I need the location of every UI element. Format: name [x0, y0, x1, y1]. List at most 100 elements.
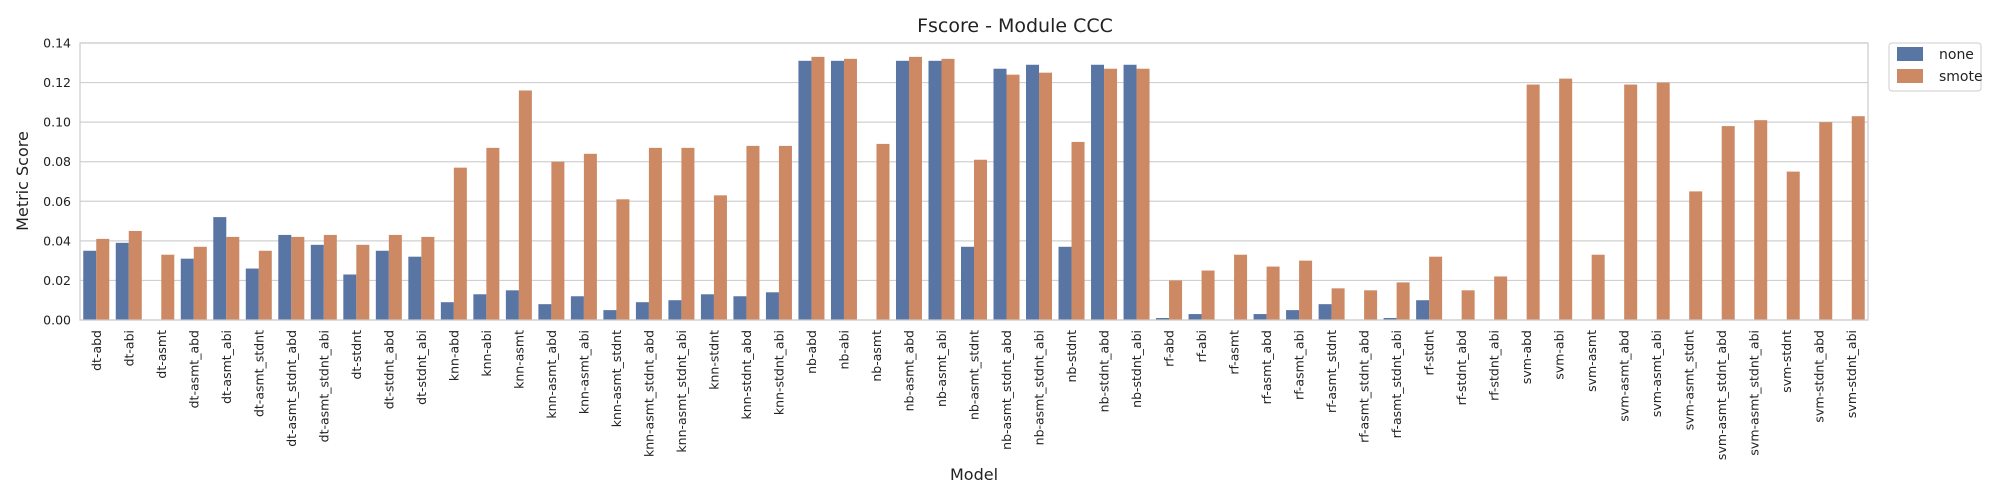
bar-none-knn-asmt_abd [538, 304, 552, 320]
chart-title: Fscore - Module CCC [917, 15, 1113, 37]
x-tick-label: knn-asmt_abd [544, 330, 559, 419]
x-tick-label: svm-asmt_abd [1617, 330, 1632, 422]
legend: none smote [1888, 42, 1983, 92]
bar-smote-svm-asmt [1591, 254, 1605, 320]
x-axis-ticks: dt-abd dt-abi dt-asmt dt-asmt_abd dt-asmt_ab… [89, 330, 1859, 460]
bar-none-nb-asmt_abd [895, 60, 909, 321]
bar-smote-knn-asmt [518, 90, 532, 320]
x-tick-label: dt-asmt_abd [186, 330, 201, 408]
bar-smote-nb-abd [811, 56, 825, 320]
bar-none-nb-asmt_stdnt_abi [1026, 64, 1040, 320]
x-tick-label: rf-abi [1194, 330, 1209, 362]
bar-none-knn-asmt_stdnt_abi [668, 300, 682, 320]
y-tick-label: 0.12 [43, 75, 71, 90]
bar-smote-rf-asmt_abd [1266, 266, 1280, 320]
bar-smote-dt-abi [128, 230, 142, 320]
bar-none-knn-asmt_stdnt [603, 310, 617, 320]
x-tick-label: rf-stdnt [1422, 330, 1437, 376]
bar-smote-svm-asmt_abi [1656, 82, 1670, 320]
bar-smote-rf-abi [1201, 270, 1215, 320]
x-tick-label: svm-abd [1519, 330, 1534, 384]
bar-smote-nb-asmt_abd [908, 56, 922, 320]
x-tick-label: nb-asmt_abi [934, 330, 949, 407]
x-tick-label: svm-asmt_stdnt_abd [1714, 330, 1729, 460]
bar-smote-dt-asmt_abd [193, 246, 207, 320]
x-tick-label: svm-stdnt_abi [1844, 330, 1859, 418]
x-tick-label: knn-asmt_stdnt_abd [641, 330, 656, 457]
legend-label-none: none [1939, 47, 1974, 63]
bar-none-dt-asmt_abi [213, 217, 227, 320]
bar-none-knn-stdnt [700, 294, 714, 320]
bar-none-rf-asmt_abi [1286, 310, 1300, 320]
bar-none-rf-asmt_abd [1253, 314, 1267, 320]
bar-none-dt-stdnt [343, 274, 357, 320]
x-tick-label: dt-asmt_abi [219, 330, 234, 404]
x-tick-label: rf-asmt_stdnt_abi [1389, 330, 1404, 438]
x-tick-label: dt-abi [121, 330, 136, 366]
bar-smote-nb-stdnt [1071, 141, 1085, 320]
bar-none-dt-asmt_stdnt [245, 268, 259, 320]
bar-smote-svm-abd [1526, 84, 1540, 320]
x-tick-label: dt-stdnt_abi [414, 330, 429, 405]
bar-smote-dt-asmt_abi [226, 236, 240, 320]
x-tick-label: svm-stdnt_abd [1812, 330, 1827, 423]
bar-smote-rf-asmt_stdnt_abd [1364, 290, 1378, 320]
bar-none-dt-asmt_stdnt_abi [310, 244, 324, 320]
bar-none-nb-stdnt [1058, 246, 1072, 320]
x-tick-label: rf-asmt_abd [1259, 330, 1274, 404]
bar-smote-svm-stdnt [1786, 171, 1800, 320]
bar-smote-knn-asmt_abi [583, 153, 597, 320]
x-tick-label: svm-asmt_abi [1649, 330, 1664, 417]
bars-group [83, 56, 1865, 321]
y-tick-label: 0.00 [43, 313, 71, 328]
bar-none-knn-abd [440, 302, 454, 320]
bar-smote-nb-asmt_stdnt_abd [1006, 74, 1020, 321]
bar-smote-dt-stdnt [356, 244, 370, 320]
bar-smote-nb-stdnt_abd [1104, 68, 1118, 320]
bar-smote-svm-asmt_stdnt [1689, 191, 1703, 320]
bar-smote-svm-stdnt_abd [1819, 122, 1833, 321]
x-tick-label: rf-stdnt_abi [1487, 330, 1502, 401]
bar-smote-nb-asmt_stdnt [974, 159, 988, 320]
y-tick-label: 0.10 [43, 115, 71, 130]
x-tick-label: dt-asmt_stdnt_abi [316, 330, 331, 442]
bar-smote-knn-asmt_stdnt_abi [681, 147, 695, 320]
y-tick-label: 0.02 [43, 273, 71, 288]
x-tick-label: dt-asmt_stdnt_abd [284, 330, 299, 447]
x-tick-label: knn-abi [479, 330, 494, 377]
bar-smote-knn-asmt_abd [551, 161, 565, 320]
x-tick-label: knn-abd [446, 330, 461, 381]
bar-smote-dt-abd [96, 238, 110, 320]
bar-smote-knn-stdnt_abi [778, 145, 792, 320]
bar-smote-knn-abd [453, 167, 467, 320]
bar-smote-rf-asmt [1234, 254, 1248, 320]
bar-smote-dt-stdnt_abi [421, 236, 435, 320]
x-tick-label: nb-asmt_stdnt [967, 330, 982, 420]
bar-none-nb-abd [798, 60, 812, 321]
bar-smote-dt-asmt [161, 254, 175, 320]
bar-smote-rf-asmt_stdnt [1331, 288, 1345, 320]
bar-smote-dt-stdnt_abd [388, 234, 402, 320]
bar-smote-svm-abi [1559, 78, 1573, 320]
x-tick-label: dt-stdnt_abd [381, 330, 396, 409]
legend-swatch-none [1897, 47, 1923, 61]
x-axis-label: Model [950, 465, 998, 484]
x-tick-label: rf-asmt_abi [1292, 330, 1307, 400]
x-tick-label: rf-asmt_stdnt_abd [1357, 330, 1372, 443]
x-tick-label: knn-asmt [511, 330, 526, 389]
bar-smote-dt-asmt_stdnt_abi [323, 234, 337, 320]
bar-smote-knn-asmt_stdnt_abd [648, 147, 662, 320]
bar-none-knn-abi [473, 294, 487, 320]
bar-smote-knn-stdnt_abd [746, 145, 760, 320]
bar-none-knn-asmt_stdnt_abd [635, 302, 649, 320]
bar-none-nb-asmt_stdnt [960, 246, 974, 320]
bar-smote-knn-asmt_stdnt [616, 199, 630, 320]
x-tick-label: rf-abd [1162, 330, 1177, 367]
bar-none-nb-abi [830, 60, 844, 321]
x-tick-label: dt-abd [89, 330, 104, 371]
bar-none-rf-asmt_stdnt_abi [1383, 318, 1397, 320]
x-tick-label: dt-asmt [154, 330, 169, 379]
x-tick-label: svm-abi [1552, 330, 1567, 380]
bar-none-nb-stdnt_abi [1123, 64, 1137, 320]
bar-smote-nb-asmt_stdnt_abi [1039, 72, 1053, 320]
